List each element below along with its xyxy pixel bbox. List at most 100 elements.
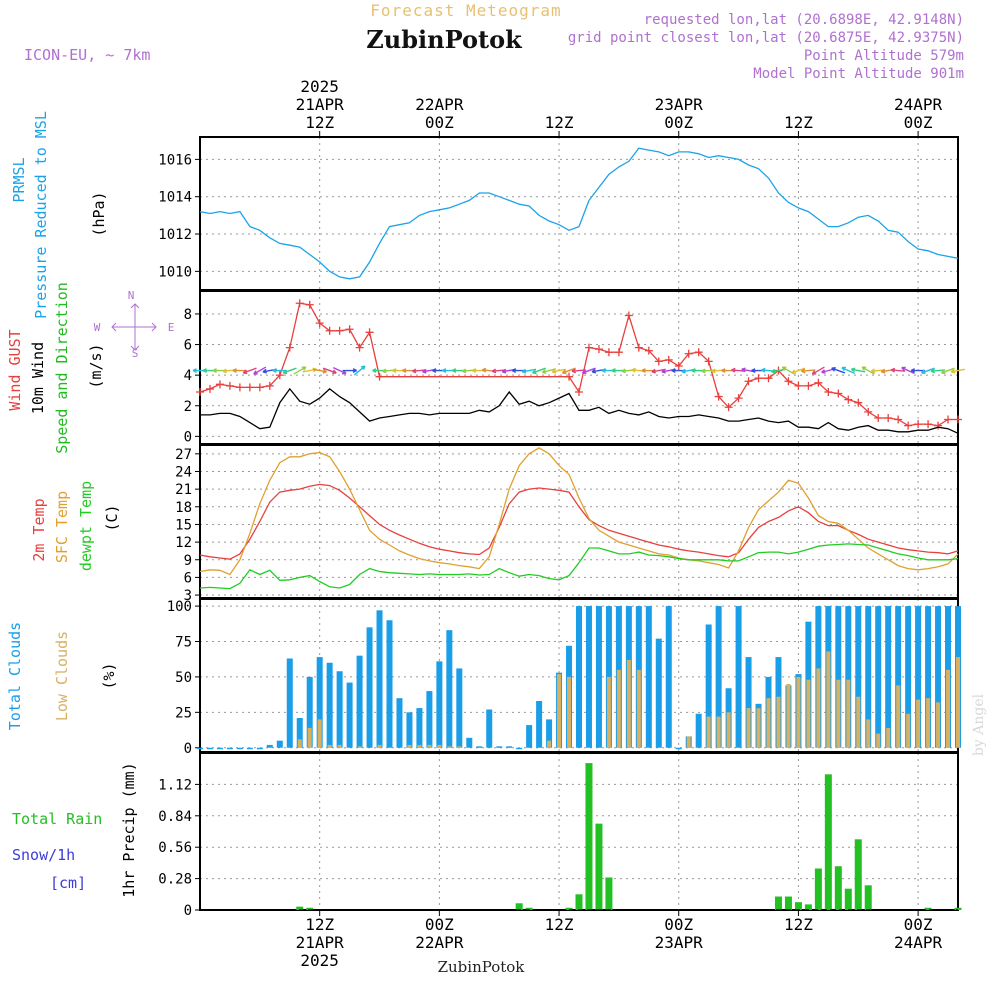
rain-bar [515,903,523,910]
total-cloud-bar [655,638,662,748]
rain-bar [844,888,852,910]
top-tick-date: 21APR [296,95,345,114]
y-tick-label: 8 [184,307,192,323]
rain-bar [834,866,842,910]
total-cloud-bar [306,676,313,748]
total-cloud-bar [266,744,273,748]
wind-arrowhead [910,368,915,373]
y-tick-label: 0 [184,429,192,445]
y-tick-label: 1014 [158,190,192,206]
low-cloud-bar [567,676,572,748]
top-tick-date: 24APR [894,95,943,114]
total-cloud-bar [935,606,942,748]
total-cloud-bar [536,701,543,748]
gust-marker [954,415,962,424]
wind-arrowhead [282,369,288,375]
ylabel-sfc-temp: SFC Temp [53,491,71,563]
low-cloud-bar [407,744,412,748]
gust-marker [734,394,743,403]
wind-arrowhead [721,368,726,373]
low-cloud-bar [886,727,891,748]
total-cloud-bar [925,606,932,748]
gust-marker [325,326,334,335]
y-tick-label: 9 [184,553,192,569]
low-cloud-bar [547,740,552,748]
low-cloud-bar [636,669,641,748]
footer-station: ZubinPotok [438,958,526,976]
sfc-temp-line [199,447,959,576]
rain-bar [525,907,533,910]
total-cloud-bar [456,668,463,748]
wind-arrowhead [511,368,517,373]
low-cloud-bar [706,716,711,748]
wind-arrow [532,367,546,374]
gust-marker [654,357,663,366]
wind-arrowhead [202,368,207,373]
wind-arrowhead [741,367,746,373]
wind-arrow [861,366,875,375]
low-cloud-bar [876,733,881,748]
low-cloud-bar [327,744,332,748]
y-tick-label: 24 [175,464,192,480]
ylabel-prmsl: PRMSL [10,157,28,202]
wind-arrowhead [861,366,867,371]
total-cloud-bar [516,747,523,750]
ylabel-10m-wind: 10m Wind [29,342,47,414]
low-cloud-bar [956,657,960,748]
low-cloud-bar [796,676,801,748]
gust-marker [315,319,324,328]
total-cloud-bar [286,658,293,748]
panel-3: 0 25 50 75 100 Total Clouds Low Clouds (%) [6,598,961,757]
watermark: by Angel [971,693,987,756]
rain-bar [924,907,932,910]
panel-1: 0 2 4 6 8 Wind GUST 10m Wind Speed and Directio… [6,282,966,454]
ylabel-unit-hpa: (hPa) [90,191,108,236]
total-cloud-bar [895,606,902,748]
rain-bar [794,902,802,910]
top-tick-hour: 00Z [904,113,933,132]
gust-marker [784,377,793,386]
wind-arrow [582,367,596,374]
wind-arrowhead [831,366,836,372]
wind-arrow [901,366,915,375]
legend-snow: Snow/1h [12,846,75,864]
wind-arrow [312,368,327,373]
y-tick-label: 2 [184,399,192,415]
top-tick-year: 2025 [300,77,339,96]
total-cloud-bar [915,606,922,748]
rain-bar [814,868,822,910]
gust-marker [275,371,284,380]
wind-arrow [522,368,537,373]
low-cloud-bar [457,746,462,748]
gust-marker [794,381,803,390]
model-label: ICON-EU, ~ 7km [24,46,150,64]
low-cloud-bar [746,708,751,748]
total-cloud-bar [496,746,503,748]
top-tick-date: 23APR [655,95,704,114]
total-cloud-bar [426,691,433,748]
wind-arrowhead [322,368,327,374]
wind-arrowhead [253,370,258,375]
wind-arrowhead [591,368,597,374]
wind-arrowhead [561,369,567,375]
low-cloud-bar [786,684,791,748]
wind-arrow [651,368,666,373]
wind-arrow [921,367,935,374]
gust-marker [884,413,893,422]
low-cloud-bar [896,685,901,748]
low-cloud-bar [716,716,721,748]
low-cloud-bar [606,676,611,748]
y-tick-label: 50 [175,670,192,686]
total-cloud-bar [735,606,742,748]
wind-arrowhead [611,368,616,373]
wind-arrowhead [841,366,846,372]
total-cloud-bar [885,606,892,748]
wind-arrowhead [242,369,248,375]
rain-bar [605,877,613,910]
rain-bar [595,823,603,910]
top-tick-hour: 12Z [305,113,334,132]
gust-marker [584,343,593,352]
total-cloud-bar [705,624,712,748]
wind-arrowhead [781,366,787,371]
